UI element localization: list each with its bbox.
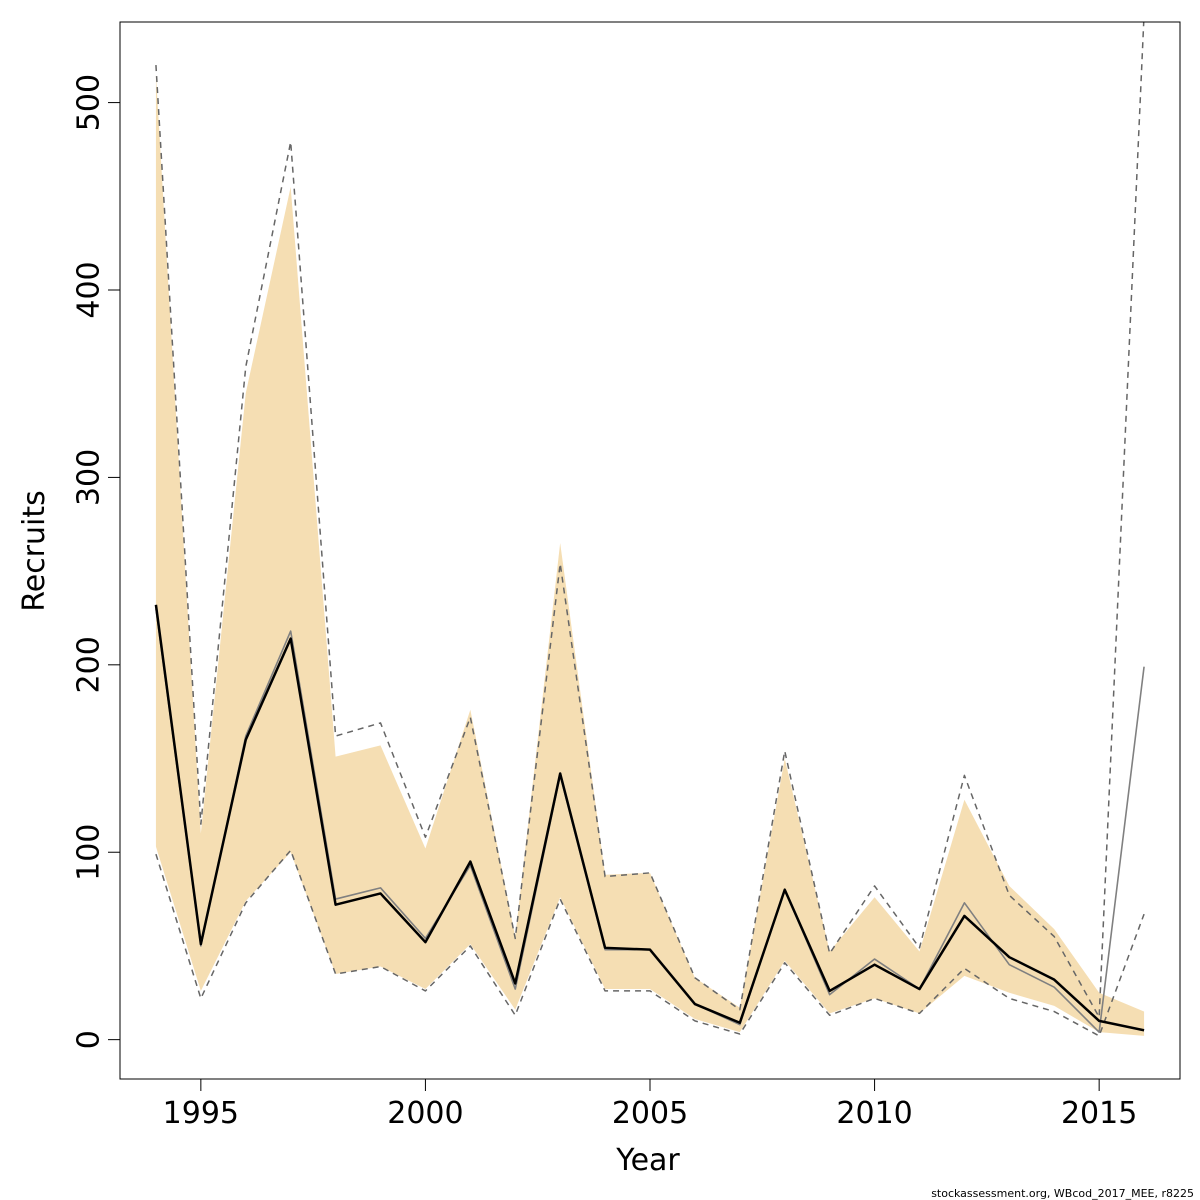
x-tick-label: 2015 [1061,1096,1137,1131]
x-tick-label: 2000 [387,1096,463,1131]
y-tick-label: 200 [72,636,107,693]
credit-text: stockassessment.org, WBcod_2017_MEE, r82… [931,1187,1194,1200]
x-tick-label: 2010 [836,1096,912,1131]
x-axis-title: Year [615,1143,680,1178]
y-tick-label: 300 [72,449,107,506]
x-axis: 1995 2000 2005 2010 2015 [163,1079,1137,1131]
y-axis: 0 100 200 300 400 500 [72,74,120,1049]
comparison-lower-dashed-line [155,849,1145,1037]
x-tick-label: 1995 [163,1096,239,1131]
estimate-line [154,604,1145,1032]
y-tick-label: 400 [72,261,107,318]
x-tick-label: 2005 [612,1096,688,1131]
confidence-band-layer [155,74,1145,1036]
y-axis-title: Recruits [17,490,52,612]
y-tick-label: 0 [72,1030,107,1049]
comparison-upper-dashed-line [155,22,1145,1018]
y-tick-label: 500 [72,74,107,131]
y-tick-label: 100 [72,824,107,881]
confidence-band [155,74,1145,1036]
series-line-layer [154,22,1145,1037]
